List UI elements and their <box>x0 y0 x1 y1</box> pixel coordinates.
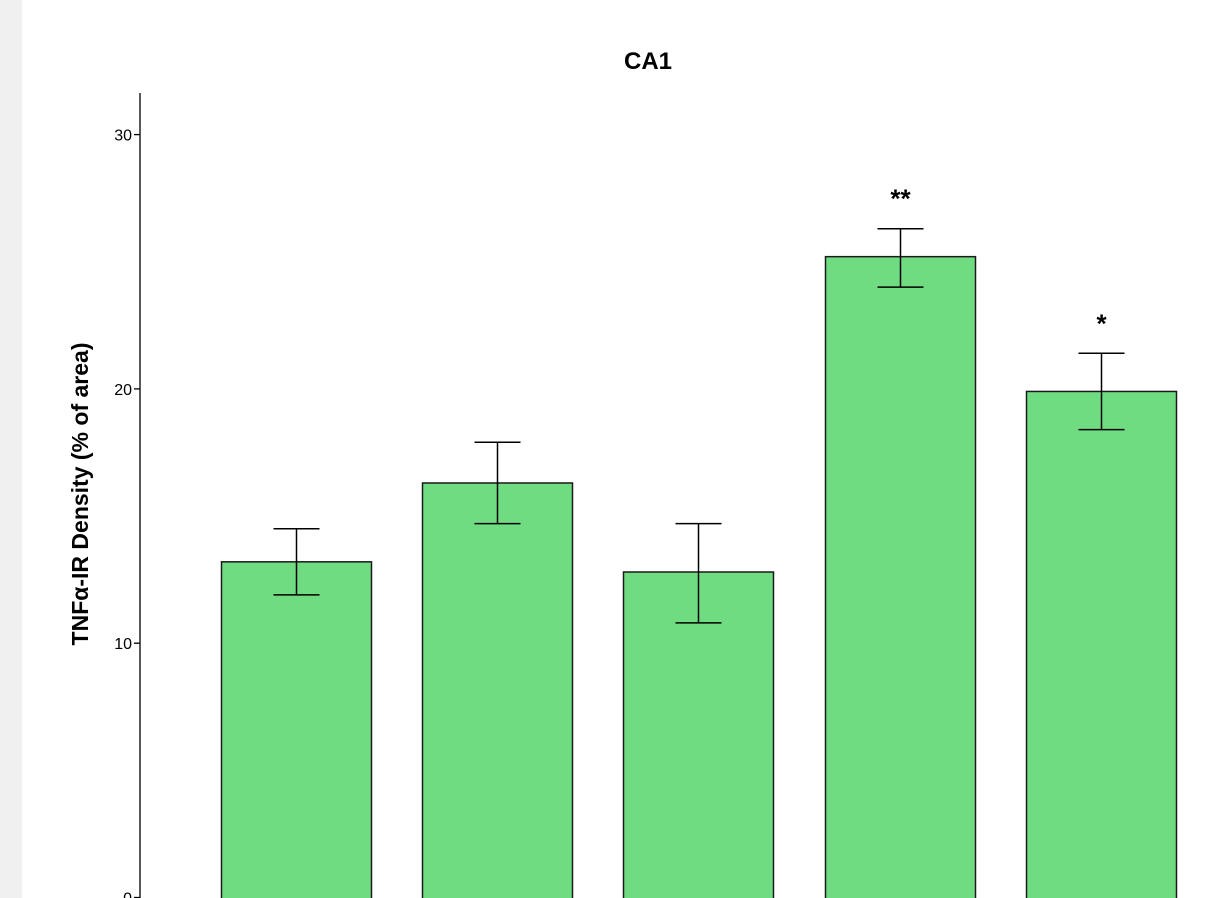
significance-label-4: ** <box>890 184 911 214</box>
bars-layer <box>220 255 1178 898</box>
significance-label-5: * <box>1096 308 1107 338</box>
error-bar-4 <box>877 227 924 288</box>
bar-2 <box>421 482 574 898</box>
bar-3 <box>622 571 775 898</box>
y-tick-label-20: 20 <box>114 382 132 399</box>
y-tick-label-10: 10 <box>114 636 132 653</box>
y-axis: 0 10 20 30 <box>114 93 141 898</box>
chart-panel: CA1 TNFα-IR Density (% of area) *** 0102… <box>22 0 1232 898</box>
error-bars-layer <box>273 227 1125 624</box>
bar-5 <box>1025 390 1178 898</box>
error-bar-3 <box>675 522 722 624</box>
chart-title: CA1 <box>624 48 672 75</box>
error-bar-2 <box>474 441 521 525</box>
bar-4 <box>824 255 977 898</box>
bar-1 <box>220 561 373 898</box>
bar-chart: CA1 TNFα-IR Density (% of area) *** 0102… <box>67 48 1178 898</box>
significance-layer: *** <box>890 184 1107 339</box>
error-bar-1 <box>273 528 320 596</box>
y-tick-label-30: 30 <box>114 128 132 145</box>
error-bar-5 <box>1078 352 1125 431</box>
y-tick-label-0: 0 <box>123 891 132 898</box>
y-axis-label: TNFα-IR Density (% of area) <box>67 343 93 646</box>
